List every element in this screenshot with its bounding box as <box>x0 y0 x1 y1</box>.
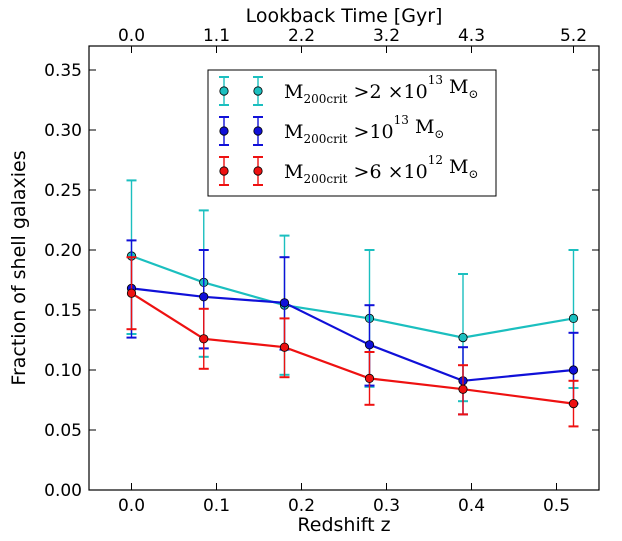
data-point <box>364 340 375 350</box>
plot-frame <box>88 45 600 491</box>
data-point <box>568 365 579 375</box>
data-point <box>568 313 579 323</box>
x-axis-title: Redshift z <box>297 514 390 536</box>
y-tick-label: 0.15 <box>44 301 82 321</box>
data-point <box>364 373 375 383</box>
legend-label-part: ⊙ <box>434 127 444 141</box>
top-tick-label: 1.1 <box>203 26 230 46</box>
legend-label-part: M <box>284 81 303 103</box>
legend-label-part: 13 <box>428 73 443 87</box>
legend-label-part: 200crit <box>303 132 347 146</box>
top-tick-label: 2.2 <box>288 26 315 46</box>
x-tick-label: 0.1 <box>203 496 230 516</box>
legend-label-part: 200crit <box>303 172 347 186</box>
data-point <box>458 384 468 394</box>
data-point <box>126 288 137 298</box>
legend-label: M200crit >1013 M⊙ <box>284 113 444 146</box>
y-tick-label: 0.05 <box>44 421 82 441</box>
legend-marker <box>219 126 229 136</box>
tick-layer: 0.0 0.1 0.2 0.3 0.4 0.5 0.0 1.1 2.2 3.2 4.3 5.2 0.00… <box>44 26 599 516</box>
legend-label-part: >2 ×10 <box>348 81 428 103</box>
y-tick-label: 0.20 <box>44 241 82 261</box>
data-point <box>279 342 290 352</box>
legend-label-part: >10 <box>348 121 394 143</box>
top-tick-label: 0.0 <box>118 26 145 46</box>
series-line <box>131 254 574 339</box>
legend-marker <box>253 126 263 136</box>
legend-entry-1: M200crit >2 ×1013 M⊙ <box>219 73 479 106</box>
legend-label-part: M <box>443 156 469 178</box>
top-tick-label: 4.3 <box>458 26 485 46</box>
data-point <box>199 292 209 302</box>
x-tick-label: 0.3 <box>373 496 400 516</box>
legend-label-part: M <box>284 161 303 183</box>
data-point <box>568 398 579 409</box>
legend-label-part: 200crit <box>303 92 347 106</box>
legend-label: M200crit >6 ×1012 M⊙ <box>284 153 479 186</box>
legend-label: M200crit >2 ×1013 M⊙ <box>284 73 479 106</box>
legend-label-part: 12 <box>428 153 443 167</box>
series-1 <box>126 179 579 403</box>
legend-marker <box>253 86 263 96</box>
legend-entry-2: M200crit >1013 M⊙ <box>219 113 444 146</box>
top-axis-title: Lookback Time [Gyr] <box>246 5 443 27</box>
legend-label-part: ⊙ <box>468 167 478 181</box>
legend-marker <box>219 86 229 96</box>
y-tick-label: 0.10 <box>44 361 82 381</box>
legend-marker <box>253 166 263 176</box>
legend-label-part: >6 ×10 <box>348 161 428 183</box>
data-point <box>199 334 209 344</box>
x-tick-label: 0.2 <box>288 496 315 516</box>
top-tick-label: 5.2 <box>560 26 587 46</box>
series-2 <box>126 239 579 416</box>
top-tick-label: 3.2 <box>373 26 400 46</box>
data-point <box>279 298 290 308</box>
legend-label-part: M <box>284 121 303 143</box>
legend-marker <box>219 166 229 176</box>
y-tick-label: 0.30 <box>44 121 82 141</box>
x-tick-label: 0.0 <box>118 496 145 516</box>
x-tick-label: 0.4 <box>458 496 485 516</box>
legend-label-part: M <box>409 116 435 138</box>
y-tick-label: 0.35 <box>44 61 82 81</box>
y-axis-title: Fraction of shell galaxies <box>8 150 30 385</box>
legend-label-part: 13 <box>394 113 409 127</box>
legend-label-part: ⊙ <box>468 87 478 101</box>
y-tick-label: 0.25 <box>44 181 82 201</box>
x-tick-label: 0.5 <box>543 496 570 516</box>
series-line <box>131 287 574 382</box>
series-layer <box>126 179 579 428</box>
legend-entry-3: M200crit >6 ×1012 M⊙ <box>219 153 479 186</box>
legend-label-part: M <box>443 76 469 98</box>
legend: M200crit >2 ×1013 M⊙M200crit >1013 M⊙M20… <box>207 69 497 197</box>
data-point <box>458 332 468 343</box>
y-tick-label: 0.00 <box>44 481 82 501</box>
series-3 <box>126 256 579 428</box>
series-line <box>130 292 574 405</box>
